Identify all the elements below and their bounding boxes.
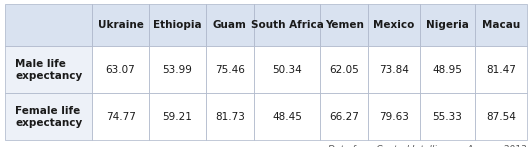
- Bar: [5, 93, 92, 140]
- Bar: [320, 93, 368, 140]
- Text: 48.95: 48.95: [433, 65, 462, 75]
- Bar: [5, 46, 92, 93]
- Text: 66.27: 66.27: [329, 112, 359, 122]
- Bar: [368, 46, 420, 93]
- Bar: [475, 93, 527, 140]
- Bar: [254, 46, 320, 93]
- Text: Nigeria: Nigeria: [426, 20, 469, 30]
- Bar: [320, 4, 368, 46]
- Text: 59.21: 59.21: [162, 112, 193, 122]
- Bar: [420, 93, 475, 140]
- Bar: [149, 46, 206, 93]
- Text: Mexico: Mexico: [373, 20, 415, 30]
- Text: 62.05: 62.05: [329, 65, 359, 75]
- Bar: [206, 93, 254, 140]
- Text: Macau: Macau: [482, 20, 520, 30]
- Bar: [368, 4, 420, 46]
- Bar: [149, 4, 206, 46]
- Bar: [420, 46, 475, 93]
- Text: 81.73: 81.73: [215, 112, 245, 122]
- Bar: [206, 46, 254, 93]
- Bar: [149, 93, 206, 140]
- Text: South Africa: South Africa: [251, 20, 323, 30]
- Text: Yemen: Yemen: [325, 20, 364, 30]
- Text: 53.99: 53.99: [162, 65, 193, 75]
- Text: 63.07: 63.07: [106, 65, 136, 75]
- Text: 74.77: 74.77: [106, 112, 136, 122]
- Text: 50.34: 50.34: [272, 65, 302, 75]
- Text: 75.46: 75.46: [215, 65, 245, 75]
- Bar: [206, 4, 254, 46]
- Text: 73.84: 73.84: [379, 65, 409, 75]
- Bar: [320, 46, 368, 93]
- Text: Ukraine: Ukraine: [97, 20, 144, 30]
- Bar: [92, 93, 149, 140]
- Bar: [92, 4, 149, 46]
- Text: 87.54: 87.54: [486, 112, 516, 122]
- Text: 55.33: 55.33: [433, 112, 462, 122]
- Bar: [368, 93, 420, 140]
- Text: 79.63: 79.63: [379, 112, 409, 122]
- Text: 48.45: 48.45: [272, 112, 302, 122]
- Bar: [5, 4, 92, 46]
- Bar: [475, 4, 527, 46]
- Bar: [420, 4, 475, 46]
- Text: 81.47: 81.47: [486, 65, 516, 75]
- Text: Female life
expectancy: Female life expectancy: [15, 106, 82, 128]
- Text: Guam: Guam: [213, 20, 247, 30]
- Bar: [254, 4, 320, 46]
- Bar: [92, 46, 149, 93]
- Bar: [254, 93, 320, 140]
- Text: Male life
expectancy: Male life expectancy: [15, 59, 82, 81]
- Bar: [475, 46, 527, 93]
- Text: Data from Central Intelligence Agency 2013: Data from Central Intelligence Agency 20…: [328, 145, 527, 147]
- Text: Ethiopia: Ethiopia: [153, 20, 202, 30]
